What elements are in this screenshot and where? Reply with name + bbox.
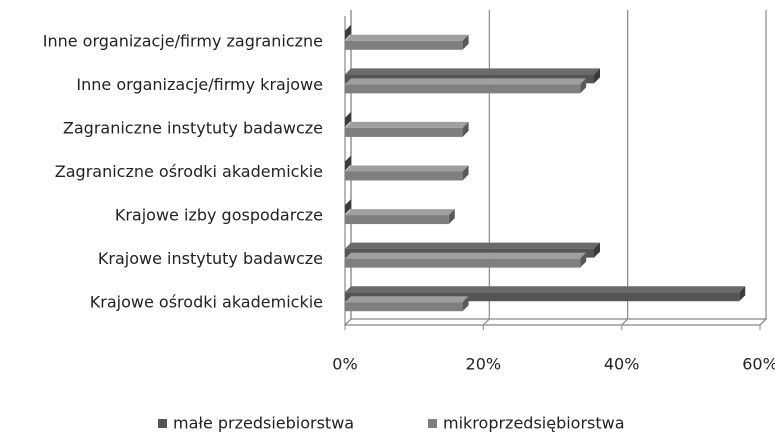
- bar: [345, 78, 587, 94]
- bar: [345, 209, 455, 225]
- bar: [345, 34, 469, 50]
- y-tick-label: Inne organizacje/firmy krajowe: [76, 75, 323, 94]
- bar: [345, 199, 351, 215]
- grid-line: [759, 10, 767, 326]
- bar: [345, 252, 587, 268]
- x-tick-label: 40%: [604, 355, 640, 374]
- grid-line: [621, 10, 629, 326]
- x-tick-label: 0%: [332, 355, 357, 374]
- x-tick-label: 60%: [742, 355, 775, 374]
- y-tick-label: Zagraniczne instytuty badawcze: [63, 118, 323, 137]
- y-tick-label: Krajowe instytuty badawcze: [98, 249, 323, 268]
- bar: [345, 296, 469, 312]
- bar: [345, 286, 746, 302]
- bar: [345, 111, 351, 127]
- y-tick-label: Krajowe ośrodki akademickie: [90, 293, 323, 312]
- bar: [345, 24, 351, 40]
- y-tick-label: Inne organizacje/firmy zagraniczne: [43, 31, 323, 50]
- bar: [345, 165, 469, 181]
- y-tick-label: Krajowe izby gospodarcze: [115, 206, 323, 225]
- legend-marker: [428, 419, 437, 428]
- grid-line: [482, 10, 490, 326]
- bar: [345, 155, 351, 171]
- legend-label: małe przedsiebiorstwa: [173, 414, 354, 433]
- y-tick-label: Zagraniczne ośrodki akademickie: [55, 162, 323, 181]
- x-tick-label: 20%: [466, 355, 502, 374]
- legend-marker: [158, 419, 167, 428]
- legend-label: mikroprzedsiębiorstwa: [443, 414, 625, 433]
- bar: [345, 121, 469, 137]
